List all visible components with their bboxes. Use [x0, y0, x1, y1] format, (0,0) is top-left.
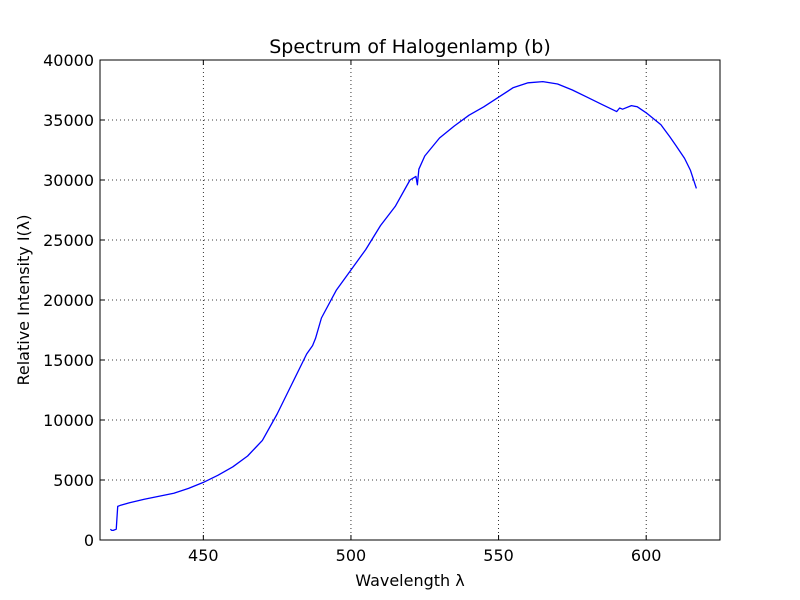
x-axis-label: Wavelength λ	[355, 571, 464, 590]
grid-layer	[100, 60, 720, 540]
y-tick-label: 5000	[53, 471, 94, 490]
y-tick-label: 10000	[43, 411, 94, 430]
y-tick-label: 15000	[43, 351, 94, 370]
chart-title: Spectrum of Halogenlamp (b)	[269, 36, 551, 58]
series-layer	[109, 80, 697, 532]
y-axis-label: Relative Intensity I(λ)	[14, 214, 33, 385]
y-tick-label: 20000	[43, 291, 94, 310]
y-tick-label: 30000	[43, 171, 94, 190]
y-tick-label: 25000	[43, 231, 94, 250]
spectrum-line	[109, 80, 697, 532]
tick-layer: 450 500 550 600 0 5000 10000 15000 20000 25000 300…	[43, 51, 720, 565]
x-tick-label: 600	[631, 546, 662, 565]
y-tick-label: 0	[84, 531, 94, 550]
y-tick-label: 40000	[43, 51, 94, 70]
y-tick-label: 35000	[43, 111, 94, 130]
x-tick-label: 550	[483, 546, 514, 565]
x-tick-label: 500	[336, 546, 367, 565]
x-tick-label: 450	[188, 546, 219, 565]
